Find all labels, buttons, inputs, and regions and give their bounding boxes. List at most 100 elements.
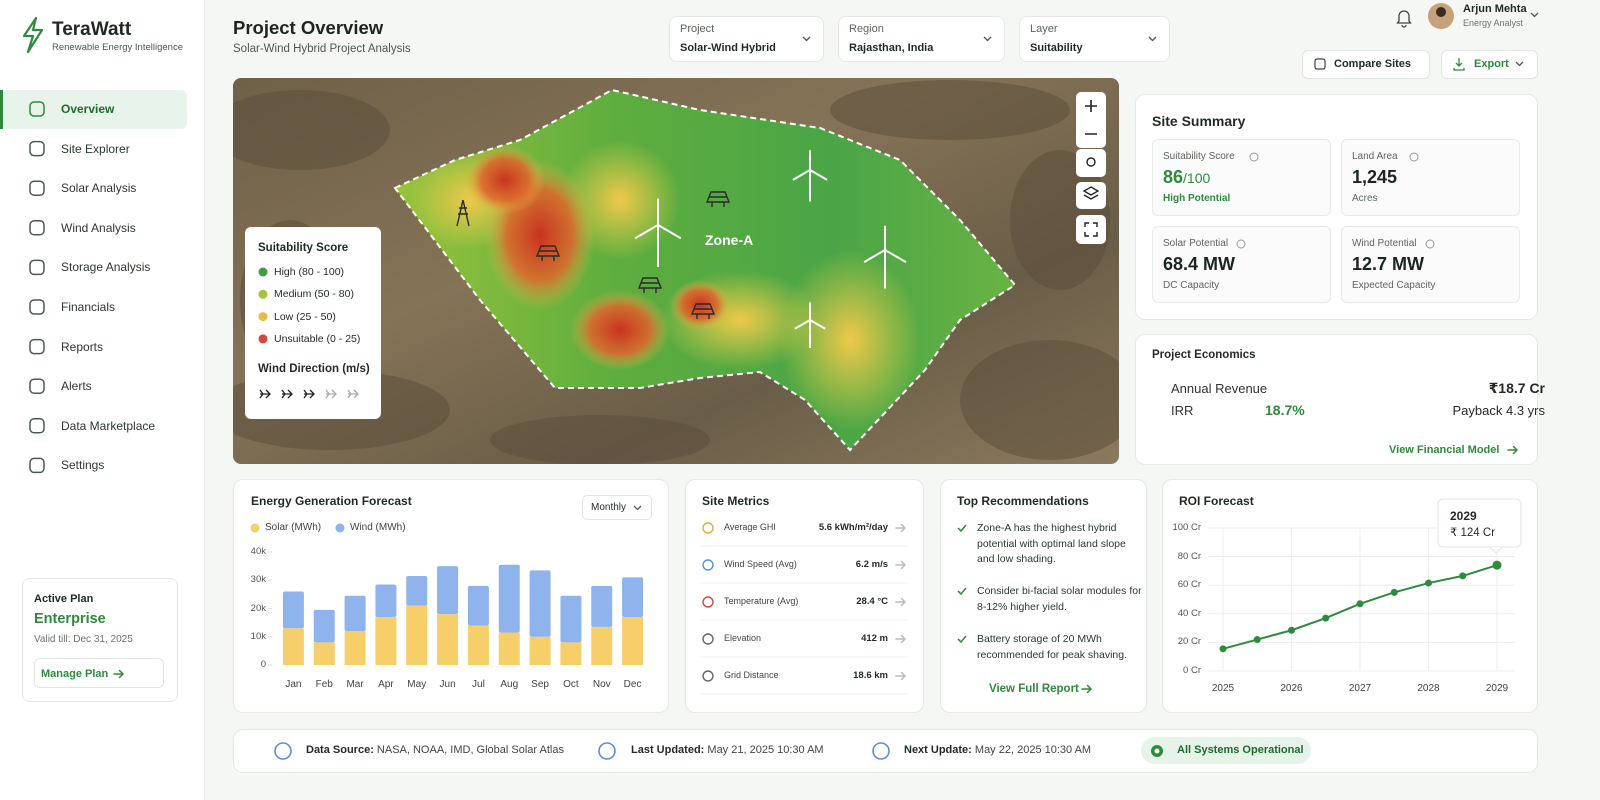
nav-item[interactable]: Reports: [61, 339, 104, 354]
x-tick-label: Jun: [440, 679, 456, 690]
roi-point: [1288, 626, 1295, 634]
metric-value: 28.4 °C: [856, 596, 888, 607]
chart-title: ROI Forecast: [1179, 494, 1254, 508]
tower-icon: [456, 199, 470, 227]
compare-text[interactable]: Compare Sites: [1334, 58, 1412, 70]
nav-icon: [29, 259, 45, 276]
card-value: 86/100: [1163, 167, 1211, 187]
footer-item: Data Source: NASA, NOAA, IMD, Global Sol…: [306, 744, 564, 757]
zone-unsuitable: [670, 280, 730, 330]
card-note: Expected Capacity: [1352, 280, 1436, 291]
period-value[interactable]: Monthly: [591, 502, 627, 513]
filter-value[interactable]: Rajasthan, India: [849, 42, 934, 54]
x-tick-label: 2029: [1486, 683, 1509, 694]
report-link[interactable]: View Full Report: [989, 683, 1079, 695]
bar: [498, 632, 520, 665]
nav-item[interactable]: Wind Analysis: [61, 220, 136, 235]
payback: Payback 4.3 yrs: [1452, 403, 1546, 418]
bar: [437, 614, 459, 665]
filter-dropdown[interactable]: [838, 16, 1005, 62]
nav-item[interactable]: Settings: [61, 458, 105, 473]
export-text[interactable]: Export: [1474, 58, 1509, 70]
compare-button[interactable]: [1302, 50, 1430, 79]
legend-swatch: [258, 334, 268, 344]
card-unit: /100: [1183, 170, 1211, 186]
metric-icon: [702, 596, 714, 608]
check-icon: [957, 635, 967, 644]
solar-icon: [535, 245, 561, 261]
metric-value: 412 m: [861, 633, 888, 644]
card-note: High Potential: [1163, 193, 1231, 204]
x-tick-label: 2028: [1417, 683, 1440, 694]
footer-icon: [872, 742, 890, 760]
chevron-icon: [802, 36, 811, 42]
footer-item: Last Updated: May 21, 2025 10:30 AM: [631, 744, 824, 757]
filter-dropdown[interactable]: [1019, 16, 1170, 62]
status-text: All Systems Operational: [1177, 744, 1304, 756]
status-dot-inner: [1154, 748, 1160, 754]
nav-item[interactable]: Site Explorer: [61, 141, 130, 156]
arrow-icon: [895, 560, 907, 570]
filter-dropdown[interactable]: [669, 16, 824, 62]
card-label: Suitability Score: [1163, 151, 1235, 162]
roi-point: [1356, 600, 1364, 608]
zone-unsuitable: [570, 290, 670, 370]
map-legend: [245, 227, 381, 419]
legend-label: Solar (MWh): [265, 522, 322, 533]
page-subtitle: Solar-Wind Hybrid Project Analysis: [233, 43, 411, 55]
x-tick-label: Sep: [531, 679, 549, 690]
status-pill: [1141, 737, 1311, 764]
nav-icon: [29, 180, 45, 196]
nav-item[interactable]: Storage Analysis: [61, 260, 151, 275]
filter-value[interactable]: Suitability: [1030, 42, 1083, 54]
nav-item[interactable]: Alerts: [61, 379, 92, 394]
bar: [467, 625, 489, 665]
nav-item[interactable]: Overview: [61, 102, 115, 116]
panel-title: Site Summary: [1152, 113, 1246, 129]
logo: [22, 16, 44, 54]
metric-icon: [702, 633, 714, 645]
x-tick-label: Apr: [378, 679, 394, 690]
metric-label: Temperature (Avg): [724, 596, 799, 606]
footer-label: Next Update:: [904, 744, 972, 756]
wind-arrow: [281, 389, 293, 399]
info-icon: [1409, 152, 1419, 162]
metric-value: 5.6 kWh/m²/day: [818, 522, 888, 533]
financial-link[interactable]: View Financial Model: [1389, 444, 1500, 456]
x-tick-label: May: [407, 679, 426, 690]
bar: [467, 585, 489, 626]
nav-item[interactable]: Data Marketplace: [61, 418, 156, 433]
x-tick-label: Feb: [316, 679, 334, 690]
footer-value: NASA, NOAA, IMD, Global Solar Atlas: [376, 744, 564, 756]
chevron-icon: [633, 505, 642, 511]
x-tick-label: Dec: [624, 679, 642, 690]
turbine-blades: [792, 150, 828, 181]
period-dropdown[interactable]: [582, 495, 652, 520]
bar: [406, 576, 428, 606]
y-tick-label: 20k: [250, 602, 266, 614]
wind-arrow: [259, 389, 271, 399]
card-value: 12.7 MW: [1352, 254, 1425, 274]
card-note: DC Capacity: [1163, 280, 1220, 291]
chevron-icon: [1148, 36, 1157, 42]
panel: [1135, 334, 1538, 465]
legend-swatch: [250, 523, 260, 533]
nav-item[interactable]: Financials: [61, 300, 116, 314]
bar: [375, 616, 397, 665]
irr-label: IRR: [1171, 403, 1194, 418]
bar: [344, 631, 366, 665]
filter-value[interactable]: Solar-Wind Hybrid: [680, 42, 776, 54]
bar: [406, 605, 428, 665]
nav-item[interactable]: Solar Analysis: [61, 181, 137, 196]
brand-tagline: Renewable Energy Intelligence: [52, 42, 183, 53]
x-tick-label: 2026: [1280, 683, 1303, 694]
zone-label: Zone-A: [705, 232, 753, 248]
legend-label: Medium (50 - 80): [274, 288, 354, 301]
chevron-icon: [983, 36, 992, 42]
bar: [591, 626, 613, 665]
footer-label: Data Source:: [306, 744, 374, 756]
manage-plan-text[interactable]: Manage Plan: [41, 668, 109, 680]
manage-plan-button[interactable]: [34, 658, 164, 688]
legend-swatch: [258, 267, 268, 277]
